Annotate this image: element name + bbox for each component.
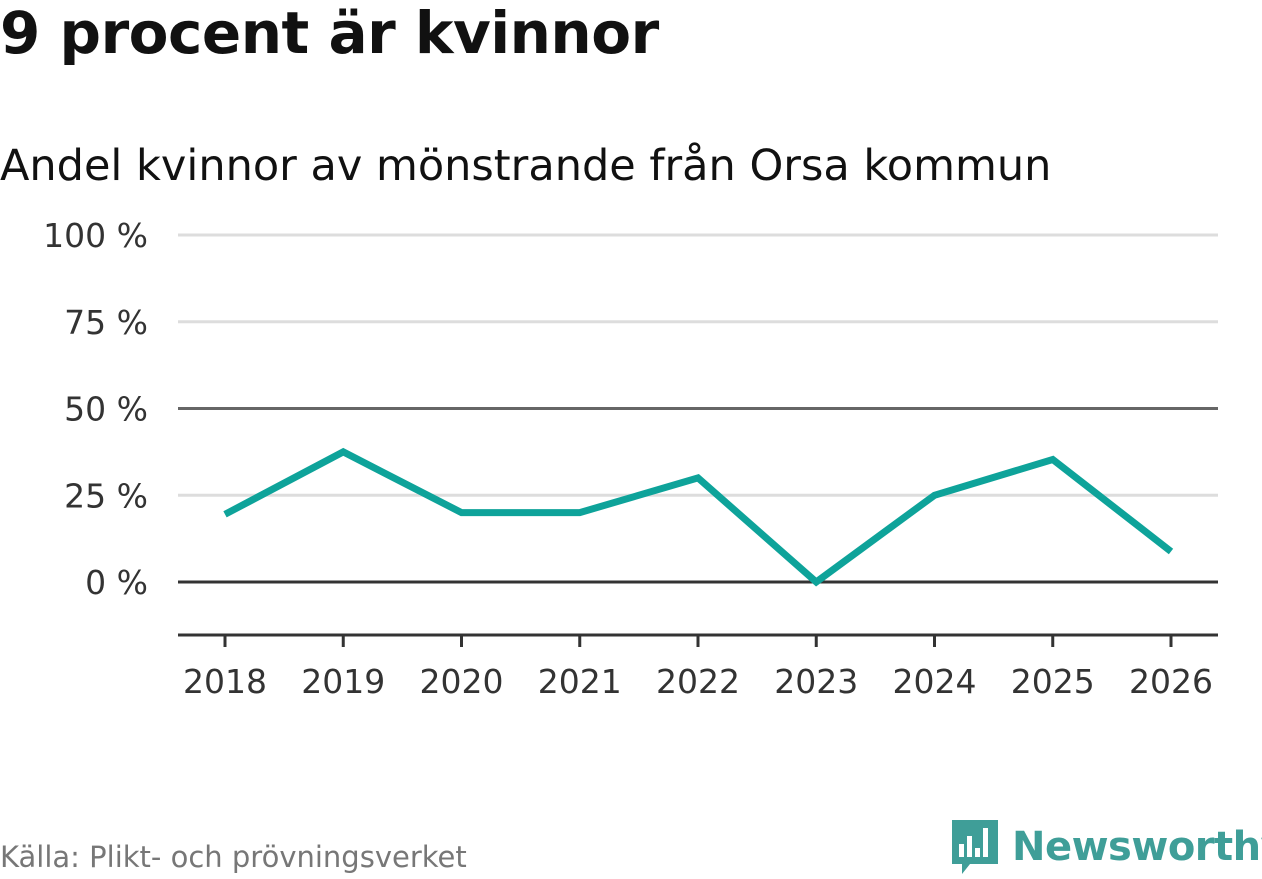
brand-logo: Newsworthy [950, 818, 1262, 876]
series-layer [223, 447, 1174, 587]
newsworthy-logo-icon [952, 820, 998, 874]
y-tick-label: 75 % [64, 303, 148, 342]
x-axis-labels: 2018 2019 2020 2021 2022 2023 2024 2025 2026 [183, 662, 1213, 701]
x-tick-label: 2020 [420, 662, 504, 701]
x-tick-label: 2025 [1011, 662, 1095, 701]
x-tick-label: 2018 [183, 662, 267, 701]
x-tick-label: 2021 [538, 662, 622, 701]
x-tick-label: 2026 [1129, 662, 1213, 701]
gridlines [178, 233, 1218, 584]
x-tick-label: 2022 [656, 662, 740, 701]
chart-subtitle: Andel kvinnor av mönstrande från Orsa ko… [0, 141, 1052, 191]
series-line [223, 447, 1174, 587]
source-note: Källa: Plikt- och prövningsverket [0, 840, 467, 874]
y-tick-label: 25 % [64, 476, 148, 515]
x-axis [178, 633, 1218, 647]
y-tick-label: 0 % [85, 563, 148, 602]
chart-title: 9 procent är kvinnor [0, 0, 659, 67]
x-tick-label: 2024 [893, 662, 977, 701]
y-tick-label: 100 % [43, 216, 148, 255]
y-tick-label: 50 % [64, 390, 148, 429]
x-tick-label: 2019 [301, 662, 385, 701]
y-axis-labels: 0 % 25 % 50 % 75 % 100 % [43, 216, 148, 602]
x-tick-label: 2023 [774, 662, 858, 701]
brand-name: Newsworthy [1012, 824, 1262, 870]
